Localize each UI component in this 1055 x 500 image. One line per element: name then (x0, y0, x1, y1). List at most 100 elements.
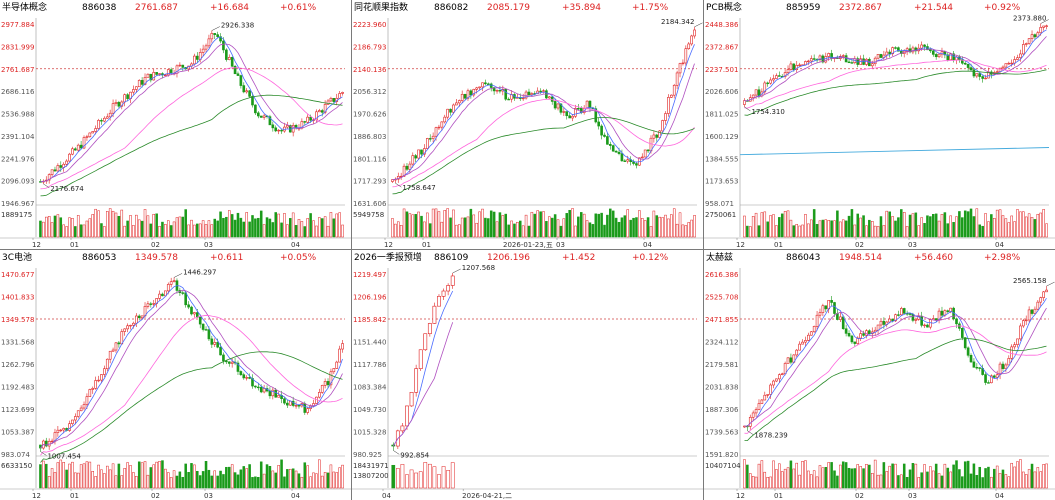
volume-bar (623, 215, 627, 238)
candle-body (789, 357, 793, 363)
volume-bar (248, 221, 251, 238)
chart-panel-terahertz[interactable]: 太赫兹 886043 1948.514 +56.460 +2.98% 2616.… (704, 250, 1055, 500)
volume-bar (812, 470, 816, 489)
kline-chart[interactable]: 1219.497 1206.196 1185.842 1151.440 1117.786… (352, 250, 703, 500)
candle-body (50, 440, 54, 443)
candle-body (1001, 363, 1005, 370)
y-axis-tick-label: 2831.999 (1, 43, 34, 51)
candle-body (963, 337, 967, 349)
candle-body (766, 394, 770, 396)
volume-bar (111, 210, 115, 238)
candle-body (608, 144, 612, 146)
volume-bar (902, 463, 906, 489)
x-axis-tick-label: 02 (151, 492, 160, 500)
volume-bar (978, 224, 982, 238)
volume-bar (1001, 469, 1005, 489)
low-marker-pointer (395, 182, 402, 188)
candlesticks (391, 26, 696, 184)
candle-body (643, 149, 647, 158)
y-axis-tick-label: 1173.653 (705, 178, 738, 186)
volume-bar (126, 220, 129, 238)
candle-body (405, 165, 409, 170)
volume-bar (210, 475, 214, 489)
candle-body (114, 342, 118, 351)
moving-average-line (40, 36, 343, 182)
volume-bar (274, 212, 278, 238)
y-axis-tick-label: 1015.328 (353, 429, 386, 437)
volume-bar (50, 222, 54, 238)
candle-body (527, 91, 531, 96)
candle-body (149, 73, 153, 81)
chart-panel-pcb[interactable]: PCB概念 885959 2372.867 +21.544 +0.92% 244… (704, 0, 1055, 249)
volume-bar (862, 215, 865, 238)
candle-body (972, 69, 976, 77)
kline-chart[interactable]: 2977.884 2831.999 2761.687 2686.116 2536.988… (0, 0, 351, 249)
volume-bar (161, 221, 164, 238)
candle-body (59, 165, 63, 168)
candle-body (286, 402, 289, 406)
volume-bar (94, 208, 97, 238)
candle-body (1039, 27, 1043, 34)
candle-body (297, 405, 301, 407)
volume-bar (155, 461, 158, 489)
candlesticks (39, 277, 344, 452)
candle-body (530, 93, 534, 96)
volume-bar (44, 463, 48, 489)
candle-body (929, 49, 932, 52)
volume-bar (306, 218, 309, 238)
candle-body (132, 89, 135, 93)
candle-body (207, 38, 211, 47)
candle-body (178, 64, 182, 67)
candle-body (417, 149, 420, 159)
volume-bar (120, 475, 124, 489)
candle-body (914, 318, 918, 321)
x-axis-tick-label: 12 (384, 241, 393, 249)
volume-bar (56, 214, 60, 238)
chart-panel-apple-index[interactable]: 同花顺果指数 886082 2085.179 +35.894 +1.75% 22… (352, 0, 703, 249)
kline-chart[interactable]: 2616.386 2525.708 2471.855 2324.112 2179.581… (704, 250, 1055, 500)
y-axis-tick-label: 2686.116 (1, 88, 35, 96)
chart-panel-semiconductor[interactable]: 半导体概念 886038 2761.687 +16.684 +0.61% 297… (0, 0, 351, 249)
volume-bar (423, 462, 428, 489)
chart-panel-q1-preannounce[interactable]: 2026一季报预增 886109 1206.196 +1.452 +0.12% … (352, 250, 703, 500)
candle-body (847, 333, 851, 337)
candle-body (469, 90, 473, 96)
candle-body (1045, 289, 1048, 293)
volume-bar (772, 214, 775, 238)
y-axis-tick-label: 2372.867 (705, 43, 738, 51)
candle-body (184, 292, 188, 306)
volume-bar (521, 225, 525, 238)
candle-body (329, 97, 333, 102)
y-axis-tick-label: 1600.129 (705, 133, 738, 141)
volume-bar (626, 209, 630, 238)
volume-bar (450, 462, 455, 489)
volume-bar (527, 225, 531, 238)
volume-bar (870, 473, 874, 489)
volume-bar (929, 466, 932, 489)
kline-chart[interactable]: 2448.386 2372.867 2237.501 2026.606 1811.025… (704, 0, 1055, 249)
y-axis-tick-label: 1262.796 (1, 361, 35, 369)
volume-bar (248, 464, 251, 489)
y-axis-tick-label: 1331.568 (1, 339, 34, 347)
kline-chart[interactable]: 2223.960 2186.793 2140.136 2056.312 1970.626… (352, 0, 703, 249)
volume-bar (978, 466, 982, 489)
candle-body (684, 48, 688, 64)
volume-bar (839, 221, 842, 238)
moving-average-line (40, 314, 343, 456)
price-change: +16.684 (210, 3, 250, 13)
volume-bar (79, 464, 83, 489)
volume-bar (574, 225, 577, 238)
volume-bar (617, 221, 621, 238)
candle-body (283, 398, 286, 404)
chart-panel-3c-battery[interactable]: 3C电池 886053 1349.578 +0.611 +0.05% 1470.… (0, 250, 351, 500)
candle-body (440, 121, 444, 128)
candle-body (981, 76, 984, 79)
volume-bar (166, 220, 170, 238)
kline-chart[interactable]: 1470.677 1401.833 1349.578 1331.568 1262.796… (0, 250, 351, 500)
volume-bar (1016, 461, 1019, 489)
candle-body (899, 308, 903, 316)
candle-body (894, 314, 897, 322)
candle-body (146, 73, 150, 78)
volume-bar (391, 464, 396, 489)
candle-body (239, 75, 243, 86)
